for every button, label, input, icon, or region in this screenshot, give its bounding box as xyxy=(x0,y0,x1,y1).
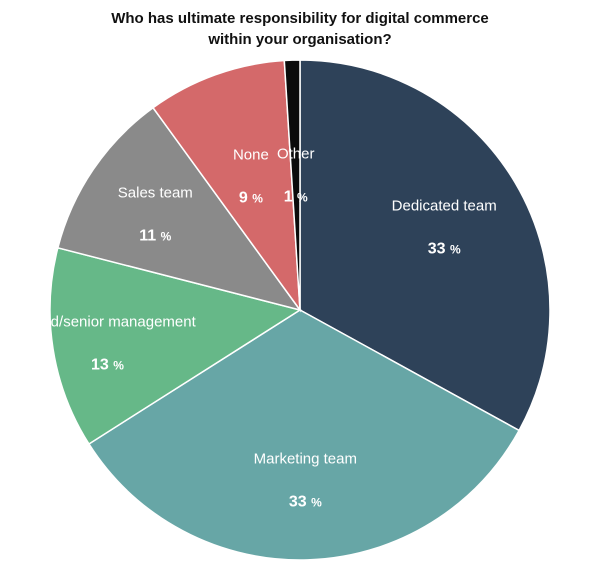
slice-label-dedicated-team: Dedicated team xyxy=(392,198,497,215)
slice-label-board-senior-management: Board/senior management xyxy=(19,314,197,331)
pie-slices xyxy=(49,59,551,561)
slice-value-other: 1 % xyxy=(284,189,308,206)
slice-board-senior-management xyxy=(49,246,302,445)
chart-title-line-1: Who has ultimate responsibility for digi… xyxy=(111,10,489,27)
slice-sales-team xyxy=(56,106,302,312)
slice-label-marketing-team: Marketing team xyxy=(254,450,357,467)
slice-none xyxy=(152,59,301,313)
chart-title: Who has ultimate responsibility for digi… xyxy=(0,8,600,50)
slice-value-board-senior-management: 13 % xyxy=(91,357,124,374)
chart-title-line-2: within your organisation? xyxy=(208,31,392,48)
slice-marketing-team xyxy=(87,309,521,561)
slice-dedicated-team xyxy=(299,59,551,432)
pie-labels: Dedicated team 33 % Marketing team 33 % Boar… xyxy=(19,146,497,511)
slice-label-other: Other xyxy=(277,146,315,163)
slice-value-sales-team: 11 % xyxy=(139,228,171,245)
slice-value-none: 9 % xyxy=(239,190,263,207)
slice-value-marketing-team: 33 % xyxy=(289,493,322,510)
slice-other xyxy=(283,59,301,311)
slice-value-dedicated-team: 33 % xyxy=(428,241,461,258)
slice-label-sales-team: Sales team xyxy=(118,185,193,202)
slice-label-none: None xyxy=(233,147,269,164)
